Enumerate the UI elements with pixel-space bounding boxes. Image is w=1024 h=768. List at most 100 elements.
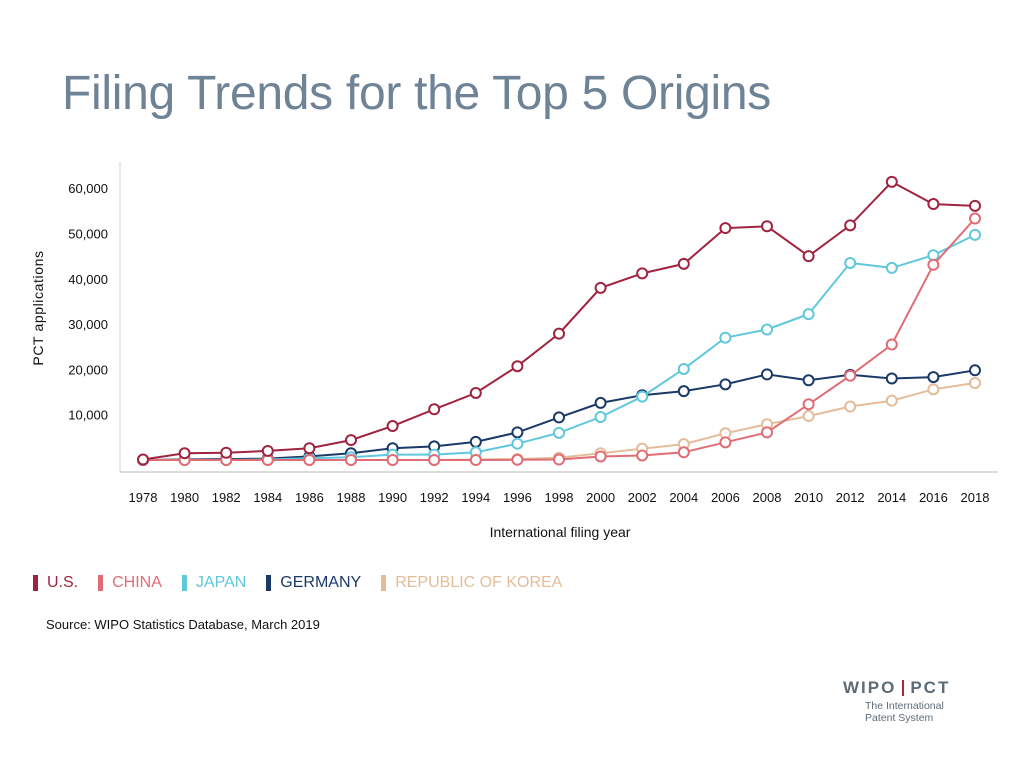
data-point (885, 338, 898, 351)
legend-label: REPUBLIC OF KOREA (395, 574, 563, 591)
legend-swatch (181, 575, 187, 591)
data-point (885, 372, 898, 385)
data-point (511, 437, 524, 450)
series-japan (137, 228, 981, 466)
data-point (802, 250, 815, 263)
legend-item: REPUBLIC OF KOREA (381, 574, 562, 592)
data-point (844, 400, 857, 413)
legend-swatch (98, 575, 104, 591)
x-tick-label: 2000 (586, 490, 615, 505)
legend-swatch (266, 575, 272, 591)
data-point (761, 368, 773, 381)
data-point (761, 220, 773, 233)
series-layer (137, 175, 981, 466)
x-tick-label: 1998 (545, 490, 574, 505)
x-tick-label: 2010 (794, 490, 823, 505)
data-point (469, 435, 482, 448)
data-point (386, 420, 399, 433)
data-point (802, 308, 815, 321)
y-tick-label: 50,000 (68, 227, 108, 242)
data-point (885, 261, 898, 274)
x-tick-label: 2016 (919, 490, 948, 505)
data-point (261, 444, 274, 457)
data-point (137, 453, 149, 466)
data-point (844, 219, 857, 232)
data-point (511, 453, 524, 466)
data-point (719, 378, 732, 391)
chart-axes (119, 162, 998, 473)
logo-subtitle-line2: Patent System (865, 712, 934, 724)
data-point (469, 386, 482, 399)
data-point (969, 228, 981, 241)
line-chart: 1978 1980 1982 1984 1986 1988 1990 1992 1994 1996… (30, 162, 998, 540)
x-tick-label: 2002 (628, 490, 657, 505)
data-point (802, 398, 815, 411)
data-point (677, 385, 690, 398)
wipo-pct-logo: WIPO PCT The International Patent System (843, 678, 950, 724)
logo-wipo: WIPO (843, 678, 897, 697)
legend-item: GERMANY (266, 574, 361, 592)
data-point (761, 323, 773, 336)
data-point (677, 257, 690, 270)
data-point (636, 267, 649, 280)
data-point (553, 453, 565, 466)
data-point (677, 446, 690, 459)
y-tick-labels: 10,000 20,000 30,000 40,000 50,000 60,000 (68, 181, 108, 423)
logo-pct: PCT (910, 678, 951, 697)
data-point (969, 376, 981, 389)
data-point (677, 362, 690, 375)
data-point (178, 447, 191, 460)
legend-item: U.S. (33, 574, 78, 592)
legend-label: U.S. (47, 574, 79, 591)
series-china (137, 212, 981, 466)
data-point (885, 175, 898, 188)
x-tick-label: 1984 (253, 490, 282, 505)
data-point (927, 198, 940, 211)
x-tick-label: 2008 (753, 490, 782, 505)
data-point (345, 434, 357, 447)
data-point (511, 360, 524, 373)
x-axis-label: International filing year (490, 524, 631, 540)
y-tick-label: 30,000 (68, 317, 108, 332)
data-point (594, 410, 607, 423)
data-point (469, 454, 482, 466)
page-title: Filing Trends for the Top 5 Origins (62, 67, 771, 120)
data-point (553, 411, 565, 424)
x-tick-label: 2006 (711, 490, 740, 505)
y-tick-label: 20,000 (68, 362, 108, 377)
data-point (553, 426, 565, 439)
data-point (927, 371, 940, 384)
data-point (594, 396, 607, 409)
data-point (594, 450, 607, 463)
legend-label: GERMANY (280, 574, 362, 591)
data-point (303, 454, 316, 466)
legend-label: CHINA (112, 574, 162, 591)
data-point (969, 364, 981, 377)
data-point (927, 249, 940, 262)
data-point (761, 426, 773, 439)
legend-swatch (381, 575, 387, 591)
data-point (969, 199, 981, 212)
data-point (802, 374, 815, 387)
data-point (303, 442, 316, 455)
data-point (844, 369, 857, 382)
chart-legend: U.S. CHINA JAPAN GERMANY REPUBLIC OF KOREA (33, 574, 582, 592)
x-tick-label: 2014 (877, 490, 906, 505)
data-point (844, 256, 857, 269)
data-point (927, 258, 940, 271)
logo-subtitle-line1: The International (865, 700, 944, 712)
x-tick-labels: 1978 1980 1982 1984 1986 1988 1990 1992 1994 1996… (129, 490, 990, 505)
x-tick-label: 2012 (836, 490, 865, 505)
x-tick-label: 1992 (420, 490, 449, 505)
data-point (345, 454, 357, 466)
y-axis-label: PCT applications (30, 250, 46, 365)
x-tick-label: 2004 (669, 490, 698, 505)
legend-item: CHINA (98, 574, 162, 592)
source-note: Source: WIPO Statistics Database, March … (46, 617, 320, 632)
data-point (636, 390, 649, 403)
data-point (220, 446, 233, 459)
legend-label: JAPAN (195, 574, 247, 591)
data-point (885, 394, 898, 407)
y-tick-label: 60,000 (68, 181, 108, 196)
x-tick-label: 1988 (337, 490, 366, 505)
